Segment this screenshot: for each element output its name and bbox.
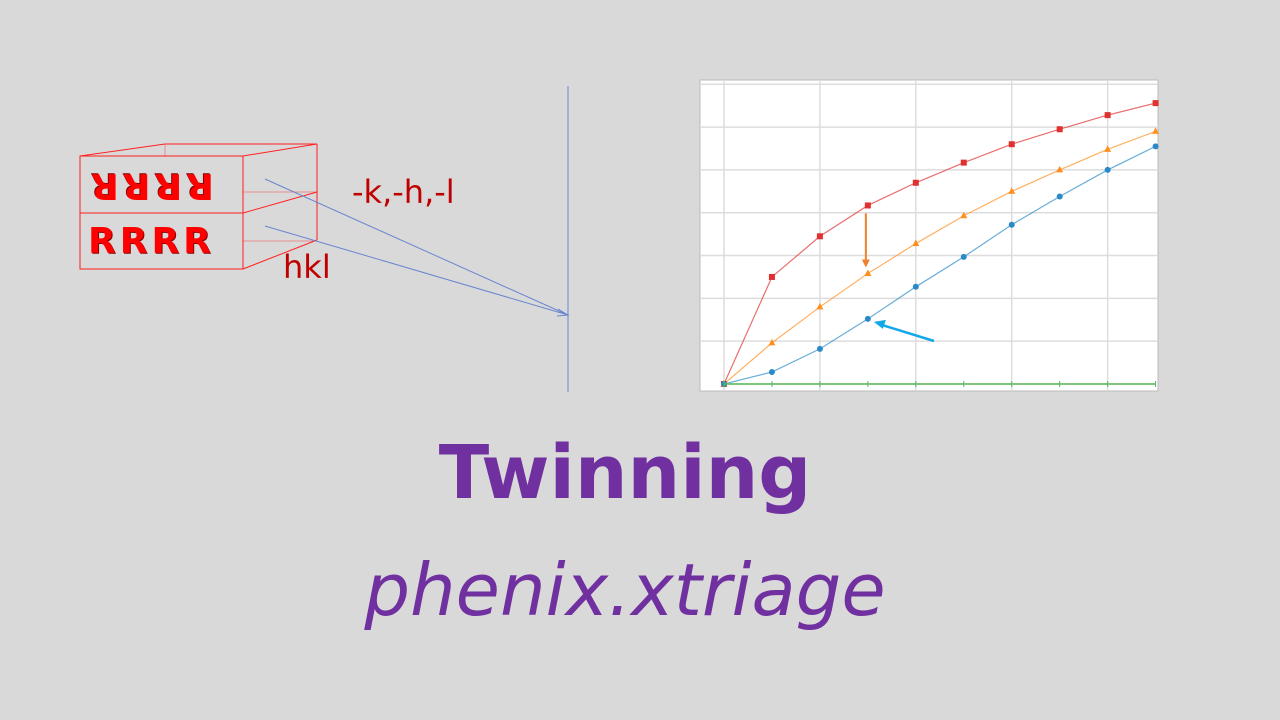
- data-point-square: [1008, 141, 1015, 148]
- data-point-circle: [816, 345, 823, 352]
- data-point-circle: [864, 315, 871, 322]
- blue-arrow-head: [873, 319, 886, 329]
- data-point-square: [816, 233, 823, 240]
- data-point-square: [1104, 112, 1111, 119]
- data-point-circle: [1008, 221, 1015, 228]
- data-point-circle: [912, 283, 919, 290]
- data-point-square: [912, 179, 919, 186]
- data-point-triangle: [1104, 145, 1112, 152]
- data-point-circle: [960, 253, 967, 260]
- data-point-square: [1056, 126, 1063, 133]
- data-point-triangle: [912, 239, 920, 247]
- data-point-triangle: [960, 211, 968, 219]
- twin-domain-letters: RRRR: [88, 221, 215, 262]
- series-line-1: [723, 130, 1156, 385]
- data-point-triangle: [816, 302, 824, 310]
- data-point-square: [1152, 100, 1159, 107]
- data-point-triangle: [1152, 127, 1160, 134]
- page-subtitle: phenix.xtriage: [364, 548, 886, 632]
- data-point-square: [864, 202, 871, 209]
- data-point-circle: [768, 369, 775, 376]
- hkl-label: hkl: [283, 248, 331, 286]
- twin-operator-label: -k,-h,-l: [352, 173, 455, 211]
- data-point-circle: [1104, 166, 1111, 173]
- twin-domain-rotated-letters: RRRR: [87, 165, 214, 206]
- blue-arrow-shaft: [881, 323, 935, 343]
- data-point-square: [960, 159, 967, 166]
- data-point-circle: [1152, 143, 1159, 150]
- data-point-triangle: [1008, 187, 1016, 194]
- orange-arrow-head: [861, 259, 870, 268]
- intensity-chart: [699, 79, 1160, 392]
- series-line-2: [723, 145, 1156, 385]
- page-title: Twinning: [438, 430, 812, 516]
- data-point-square: [768, 273, 775, 280]
- data-point-triangle: [768, 338, 776, 346]
- data-point-triangle: [1056, 165, 1064, 173]
- series-line-0: [723, 102, 1156, 385]
- twin-crystal-box: [79, 143, 318, 270]
- data-point-triangle: [864, 269, 872, 277]
- data-point-circle: [1056, 193, 1063, 200]
